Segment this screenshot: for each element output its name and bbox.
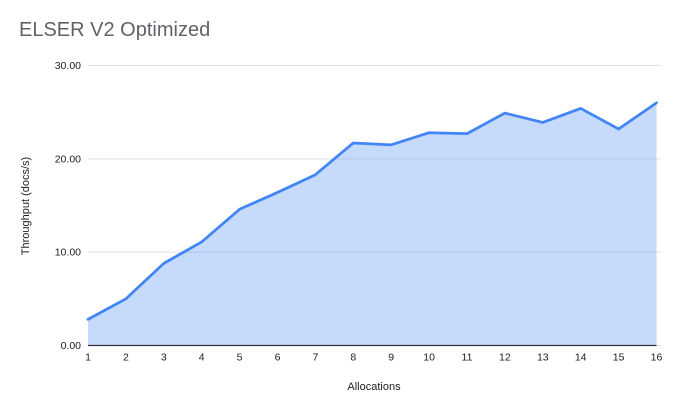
x-tick-label: 13 [537,352,549,364]
x-tick-label: 9 [388,352,394,364]
x-tick-label: 1 [85,352,91,364]
y-tick-label: 10.00 [55,247,81,259]
x-tick-label: 12 [499,352,511,364]
x-tick-label: 16 [651,352,663,364]
x-tick-label: 14 [575,352,587,364]
x-tick-label: 15 [613,352,625,364]
area-fill [88,102,657,346]
series-line [86,101,658,321]
x-tick-label: 8 [350,352,356,364]
x-tick-label: 3 [161,352,167,364]
x-axis-title: Allocations [347,381,401,393]
y-tick-label: 30.00 [55,60,81,72]
x-tick-label: 6 [275,352,281,364]
x-tick-label: 5 [237,352,243,364]
y-tick-label: 20.00 [55,153,81,165]
x-tick-label: 10 [423,352,435,364]
x-tick-label: 11 [462,352,473,364]
x-tick-label: 2 [123,352,129,364]
y-tick-label: 0.00 [61,340,82,352]
chart-title: ELSER V2 Optimized [19,19,211,41]
x-tick-label: 7 [312,352,318,364]
x-tick-label: 4 [199,352,205,364]
